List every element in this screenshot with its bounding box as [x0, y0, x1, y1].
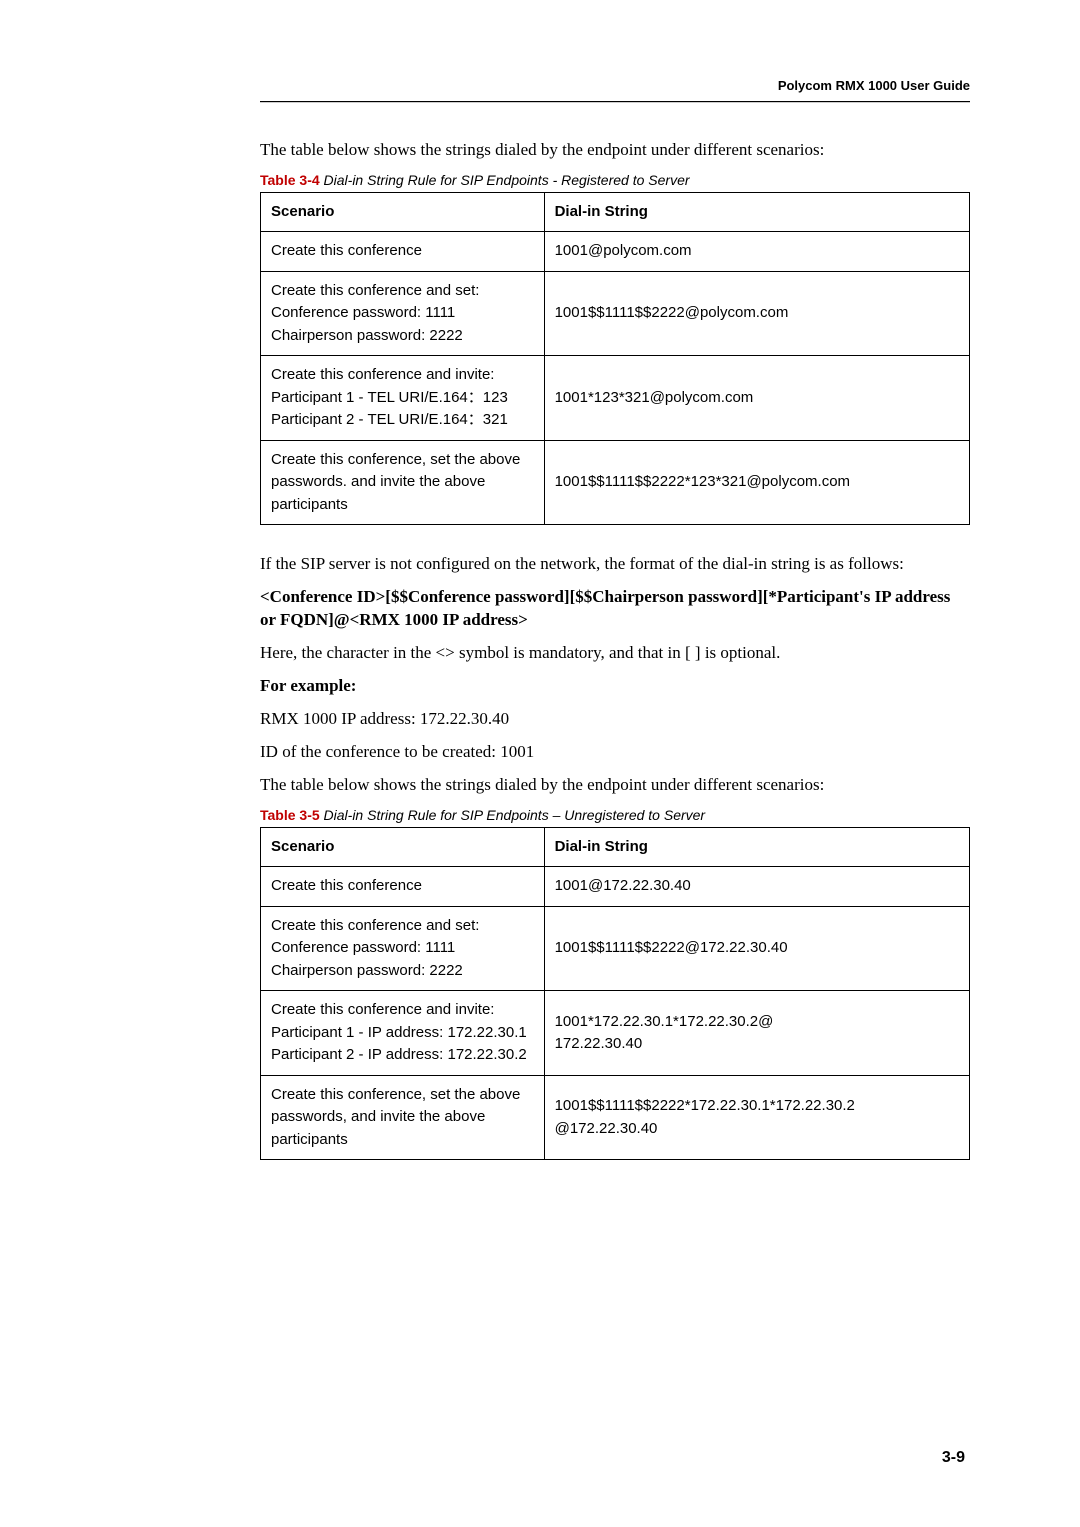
cell-scenario: Create this conference and set: Conferen…: [261, 271, 545, 356]
table-3-5-caption: Table 3-5 Dial-in String Rule for SIP En…: [260, 807, 970, 823]
table-3-4: Scenario Dial-in String Create this conf…: [260, 192, 970, 526]
col-header-dial: Dial-in String: [544, 192, 969, 232]
table-row: Create this conference and invite: Parti…: [261, 991, 970, 1076]
paragraph-sip-not-configured: If the SIP server is not configured on t…: [260, 553, 970, 576]
table-3-5: Scenario Dial-in String Create this conf…: [260, 827, 970, 1161]
paragraph-mandatory-optional: Here, the character in the <> symbol is …: [260, 642, 970, 665]
cell-dial: 1001*172.22.30.1*172.22.30.2@ 172.22.30.…: [544, 991, 969, 1076]
page-number: 3-9: [942, 1449, 965, 1467]
paragraph-ip-address: RMX 1000 IP address: 172.22.30.40: [260, 708, 970, 731]
intro-paragraph-1: The table below shows the strings dialed…: [260, 139, 970, 162]
cell-scenario: Create this conference and invite: Parti…: [261, 356, 545, 441]
col-header-scenario: Scenario: [261, 827, 545, 867]
table-3-4-number: Table 3-4: [260, 172, 320, 188]
table-row: Create this conference and set: Conferen…: [261, 906, 970, 991]
cell-dial: 1001@polycom.com: [544, 232, 969, 272]
cell-scenario: Create this conference, set the above pa…: [261, 440, 545, 525]
cell-scenario: Create this conference, set the above pa…: [261, 1075, 545, 1160]
table-row: Create this conference, set the above pa…: [261, 440, 970, 525]
cell-dial: 1001$$1111$$2222@172.22.30.40: [544, 906, 969, 991]
table-row: Create this conference and invite: Parti…: [261, 356, 970, 441]
cell-scenario: Create this conference: [261, 232, 545, 272]
dial-format-bold: <Conference ID>[$$Conference password][$…: [260, 586, 970, 632]
table-row: Create this conference 1001@172.22.30.40: [261, 867, 970, 907]
table-3-5-caption-text: Dial-in String Rule for SIP Endpoints – …: [320, 807, 705, 823]
cell-dial: 1001@172.22.30.40: [544, 867, 969, 907]
cell-dial: 1001$$1111$$2222@polycom.com: [544, 271, 969, 356]
for-example-label: For example:: [260, 675, 970, 698]
page-content: Polycom RMX 1000 User Guide The table be…: [0, 0, 1080, 1160]
cell-scenario: Create this conference and set: Conferen…: [261, 906, 545, 991]
cell-dial: 1001*123*321@polycom.com: [544, 356, 969, 441]
cell-scenario: Create this conference and invite: Parti…: [261, 991, 545, 1076]
cell-scenario: Create this conference: [261, 867, 545, 907]
table-row: Create this conference 1001@polycom.com: [261, 232, 970, 272]
table-3-4-caption: Table 3-4 Dial-in String Rule for SIP En…: [260, 172, 970, 188]
table-header-row: Scenario Dial-in String: [261, 827, 970, 867]
cell-dial: 1001$$1111$$2222*123*321@polycom.com: [544, 440, 969, 525]
table-3-4-caption-text: Dial-in String Rule for SIP Endpoints - …: [320, 172, 690, 188]
header-title: Polycom RMX 1000 User Guide: [260, 78, 970, 93]
cell-dial: 1001$$1111$$2222*172.22.30.1*172.22.30.2…: [544, 1075, 969, 1160]
table-row: Create this conference, set the above pa…: [261, 1075, 970, 1160]
header-rule: [260, 101, 970, 103]
col-header-dial: Dial-in String: [544, 827, 969, 867]
table-3-5-number: Table 3-5: [260, 807, 320, 823]
table-row: Create this conference and set: Conferen…: [261, 271, 970, 356]
paragraph-conf-id: ID of the conference to be created: 1001: [260, 741, 970, 764]
col-header-scenario: Scenario: [261, 192, 545, 232]
table-header-row: Scenario Dial-in String: [261, 192, 970, 232]
paragraph-table-intro-2: The table below shows the strings dialed…: [260, 774, 970, 797]
